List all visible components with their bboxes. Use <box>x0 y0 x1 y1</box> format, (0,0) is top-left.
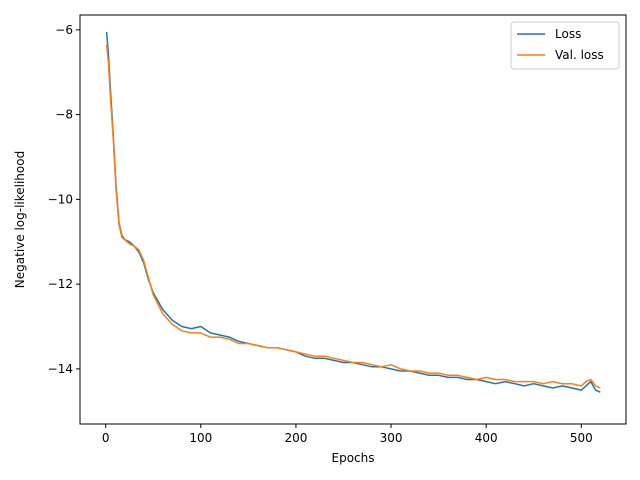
x-tick-label: 400 <box>475 431 498 445</box>
legend-label-loss: Loss <box>555 27 581 41</box>
x-tick-label: 0 <box>102 431 110 445</box>
legend-label-val-loss: Val. loss <box>555 48 604 62</box>
series-line-loss <box>105 31 601 393</box>
y-axis-ticks: −6 −8 −10 −12 −14 <box>48 23 80 376</box>
plot-frame <box>79 14 627 425</box>
y-tick-label: −8 <box>55 108 73 122</box>
x-tick-label: 300 <box>380 431 403 445</box>
y-tick-label: −14 <box>48 362 73 376</box>
x-axis-label: Epochs <box>332 451 375 465</box>
x-tick-label: 100 <box>189 431 212 445</box>
y-axis-label: Negative log-likelihood <box>13 151 27 288</box>
y-tick-label: −6 <box>55 23 73 37</box>
x-tick-label: 200 <box>284 431 307 445</box>
y-tick-label: −12 <box>48 277 73 291</box>
series-layer <box>105 31 601 393</box>
x-tick-label: 500 <box>570 431 593 445</box>
y-tick-label: −10 <box>48 192 73 206</box>
series-line-val-loss <box>105 44 601 389</box>
x-axis-ticks: 0 100 200 300 400 500 <box>102 424 593 445</box>
legend: Loss Val. loss <box>510 21 620 70</box>
